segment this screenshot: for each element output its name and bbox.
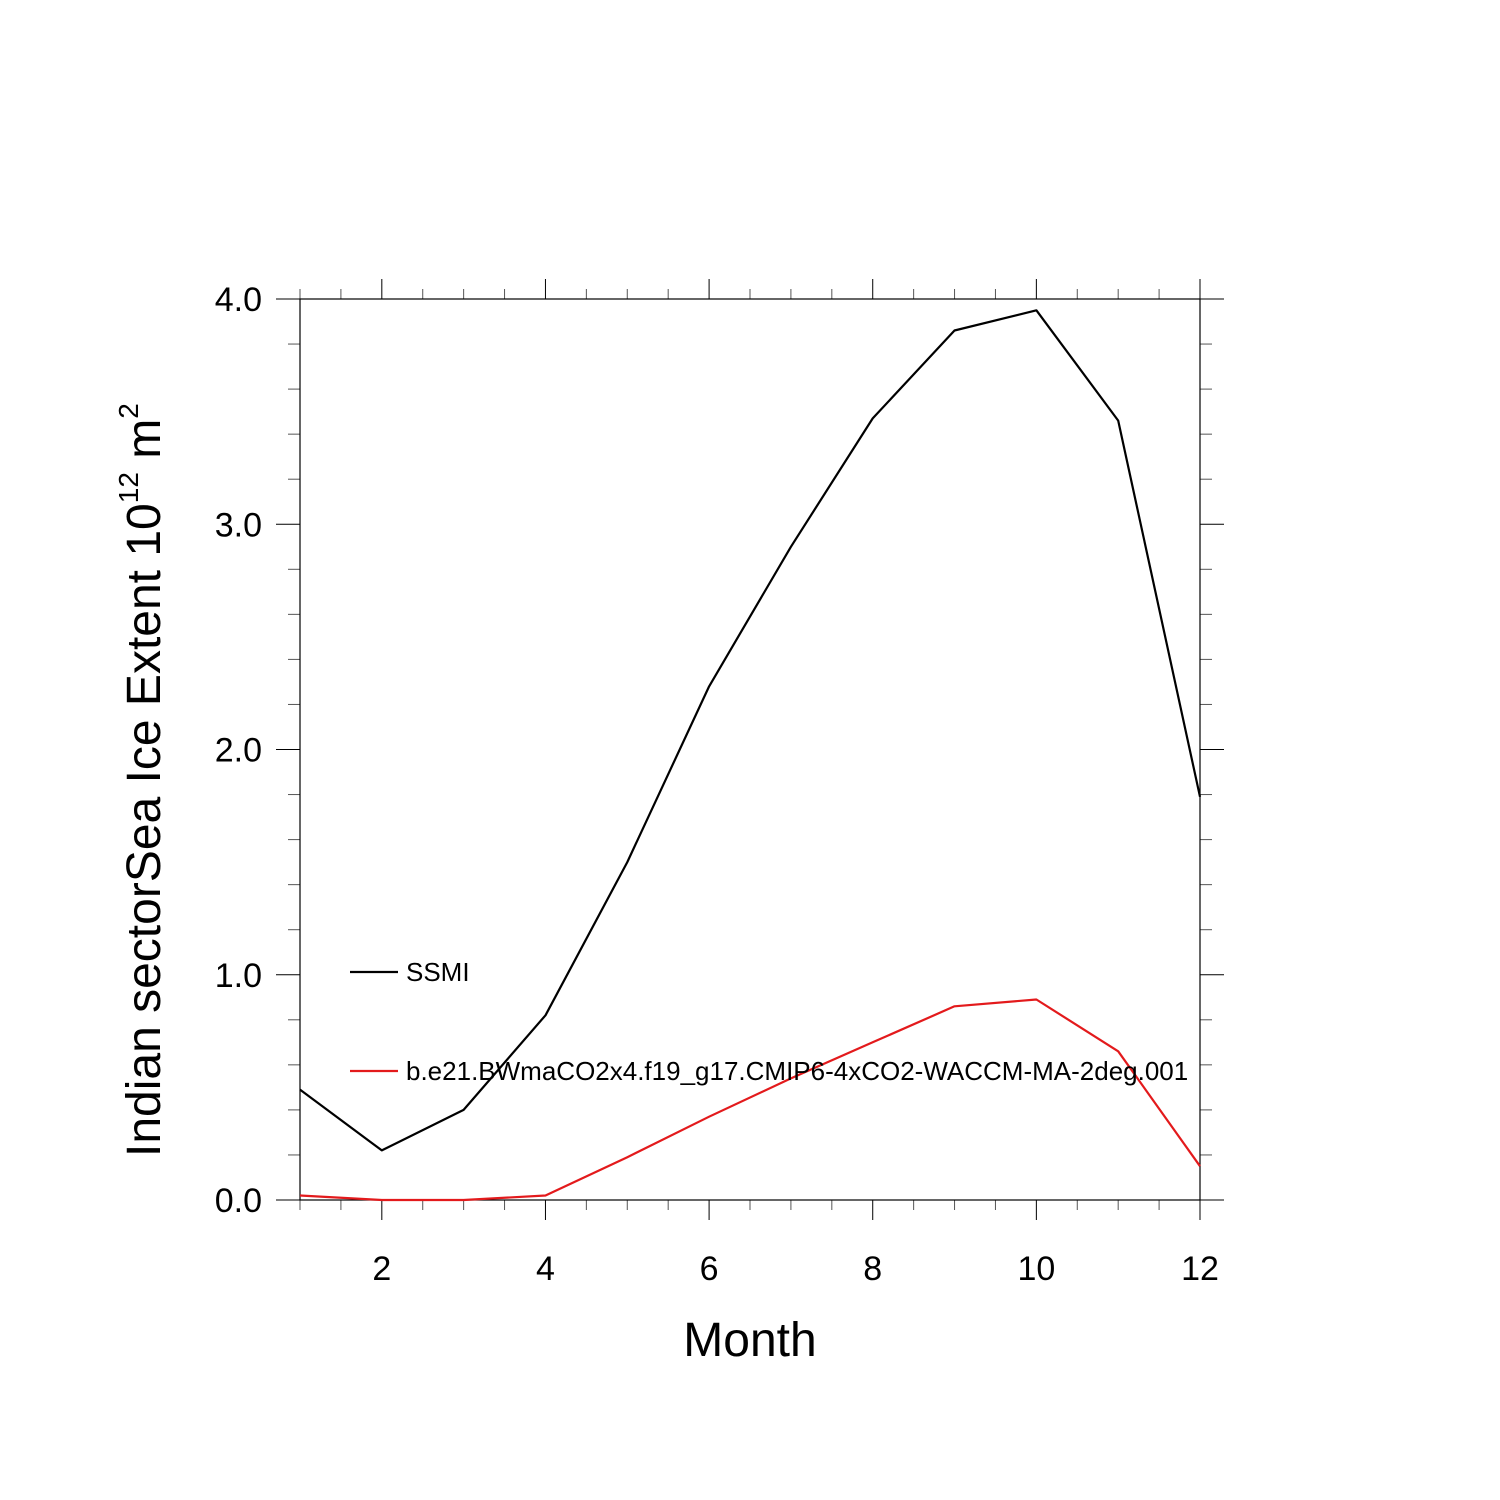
x-tick-label: 6 xyxy=(700,1250,719,1288)
y-axis-title: Indian sectorSea Ice Extent 1012 m2 xyxy=(113,403,171,1157)
tick-labels: 2 4 6 8 10 12 0.0 1.0 2.0 3.0 4.0 xyxy=(215,281,1219,1288)
series-line-1 xyxy=(299,998,1201,1202)
legend: SSMI b.e21.BWmaCO2x4.f19_g17.CMIP6-4xCO2-… xyxy=(350,957,1188,1086)
y-tick-label: 4.0 xyxy=(215,281,262,319)
y-tick-label: 2.0 xyxy=(215,732,262,770)
y-tick-label: 1.0 xyxy=(215,957,262,995)
y-tick-label: 3.0 xyxy=(215,506,262,544)
x-tick-label: 4 xyxy=(536,1250,555,1288)
legend-label-0: SSMI xyxy=(406,957,470,987)
x-axis-title: Month xyxy=(683,1314,816,1367)
y-tick-label: 0.0 xyxy=(215,1182,262,1220)
y-axis-title-exponent: 12 xyxy=(113,472,144,503)
x-tick-label: 10 xyxy=(1017,1250,1055,1288)
y-axis-title-unit: m xyxy=(118,419,171,472)
y-axis-title-unit-exponent: 2 xyxy=(113,403,144,419)
series-line-0 xyxy=(299,309,1202,1152)
plot-frame xyxy=(299,298,1201,1201)
x-tick-label: 2 xyxy=(372,1250,391,1288)
y-axis-title-group: Indian sectorSea Ice Extent 1012 m2 xyxy=(113,403,171,1157)
series-layer xyxy=(299,309,1202,1202)
axis-ticks xyxy=(276,279,1224,1220)
legend-label-1: b.e21.BWmaCO2x4.f19_g17.CMIP6-4xCO2-WACC… xyxy=(406,1056,1188,1086)
x-tick-label: 8 xyxy=(863,1250,882,1288)
y-axis-title-main: Indian sectorSea Ice Extent 10 xyxy=(118,503,171,1157)
x-tick-label: 12 xyxy=(1181,1250,1219,1288)
